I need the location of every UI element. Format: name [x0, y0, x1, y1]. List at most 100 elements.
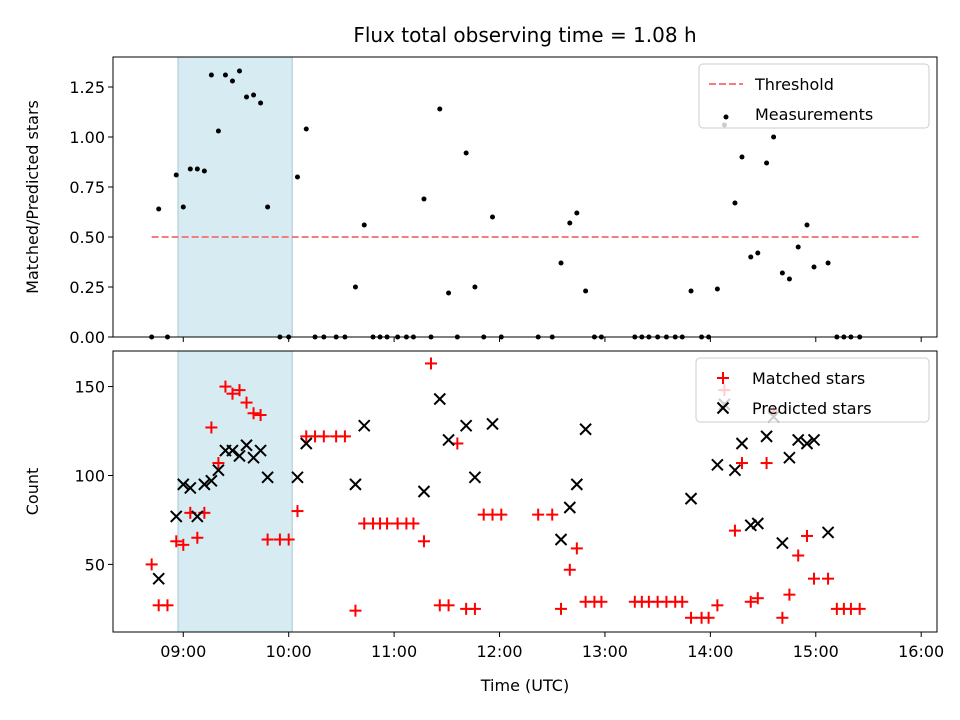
measurement-point — [764, 160, 770, 166]
measurement-point — [811, 264, 817, 270]
matched-stars-point — [233, 384, 246, 397]
legend-label: Matched stars — [752, 369, 865, 388]
measurement-point — [208, 72, 214, 78]
x-ticks-ratio — [182, 337, 922, 342]
matched-stars-point — [532, 508, 545, 521]
predicted-stars-point — [254, 444, 267, 457]
matched-stars-point — [407, 517, 420, 530]
x-tick-label: 16:00 — [898, 642, 944, 661]
matched-stars-point — [417, 535, 430, 548]
y-tick-label: 1.00 — [69, 128, 105, 147]
predicted-stars-point — [821, 526, 835, 539]
x-tick-label: 13:00 — [582, 642, 628, 661]
matched-stars-point — [282, 533, 295, 546]
matched-stars-point — [247, 407, 260, 420]
matched-stars-point — [205, 421, 218, 434]
matched-stars-point — [442, 599, 455, 612]
matched-stars-point — [425, 357, 438, 370]
predicted-stars-point — [170, 510, 183, 523]
matched-stars-point — [570, 542, 583, 555]
measurement-point — [804, 222, 810, 228]
matched-stars-point — [808, 572, 821, 585]
measurement-point — [236, 68, 242, 74]
matched-stars-point — [240, 396, 253, 409]
y-axis-label-count: Count — [23, 468, 42, 516]
predicted-stars-point — [570, 478, 584, 491]
matched-stars-point — [676, 595, 689, 608]
matched-stars-point — [145, 558, 158, 571]
x-tick-label: 14:00 — [687, 642, 733, 661]
y-tick-label: 50 — [85, 555, 105, 574]
matched-stars-point — [317, 430, 330, 443]
predicted-stars-point — [684, 492, 698, 505]
legend-predicted-swatch — [716, 401, 730, 415]
measurement-point — [258, 100, 264, 106]
measurement-point — [732, 200, 738, 206]
marks-ratio — [149, 68, 922, 340]
x-ticks-count: 09:00 10:00 11:00 12:00 13:00 14:00 15:00 16:00 — [160, 632, 944, 661]
matched-stars-point — [468, 602, 481, 615]
predicted-stars-point — [486, 417, 499, 431]
predicted-stars-point — [459, 419, 473, 432]
predicted-stars-point — [198, 478, 211, 491]
measurement-point — [688, 288, 694, 294]
matched-stars-point — [495, 508, 508, 521]
predicted-stars-point — [751, 517, 765, 530]
y-tick-label: 0.25 — [69, 278, 105, 297]
predicted-stars-point — [152, 572, 165, 585]
x-tick-label: 11:00 — [371, 642, 417, 661]
measurement-point — [229, 78, 235, 84]
y-axis-label-ratio: Matched/Predicted stars — [23, 100, 42, 294]
matched-stars-point — [261, 533, 274, 546]
measurement-point — [156, 206, 162, 212]
predicted-stars-point — [177, 478, 190, 491]
predicted-stars-point — [226, 444, 239, 457]
matched-stars-point — [792, 549, 805, 562]
y-tick-label: 100 — [74, 466, 105, 485]
measurement-point — [567, 220, 573, 226]
predicted-stars-point — [563, 501, 577, 514]
measurement-point — [361, 222, 367, 228]
measurement-point — [786, 276, 792, 282]
measurement-point — [771, 134, 777, 140]
legend-box — [695, 357, 930, 423]
x-tick-label: 10:00 — [266, 642, 312, 661]
predicted-stars-point — [776, 536, 789, 550]
measurement-point — [173, 172, 179, 178]
y-tick-label: 0.75 — [69, 178, 105, 197]
measurement-point — [294, 174, 300, 180]
matched-stars-point — [711, 599, 724, 612]
measurement-point — [489, 214, 495, 220]
measurement-point — [739, 154, 745, 160]
matched-stars-point — [212, 457, 225, 470]
matched-stars-point — [338, 430, 351, 443]
axes-frame-count — [112, 350, 938, 633]
matched-stars-point — [563, 563, 576, 576]
measurement-point — [446, 290, 452, 296]
measurement-point — [472, 284, 478, 290]
predicted-stars-point — [442, 433, 455, 447]
panel-ratio: Flux total observing time = 1.08 h 0.000… — [23, 23, 938, 347]
matched-stars-point — [177, 538, 190, 551]
predicted-stars-point — [554, 533, 568, 546]
measurement-point — [779, 270, 785, 276]
matched-stars-point — [546, 508, 559, 521]
predicted-stars-point — [711, 458, 724, 472]
measurement-point — [463, 150, 469, 156]
predicted-stars-point — [735, 437, 749, 450]
measurement-point — [795, 244, 801, 250]
predicted-stars-point — [291, 471, 304, 484]
predicted-stars-point — [744, 519, 757, 532]
matched-stars-point — [735, 457, 748, 470]
y-ticks-count: 50 100 150 — [74, 378, 113, 574]
matched-stars-point — [783, 588, 796, 601]
highlight-span — [177, 56, 293, 338]
predicted-stars-point — [184, 481, 197, 495]
legend-label: Threshold — [754, 75, 834, 94]
matched-stars-point — [595, 595, 608, 608]
matched-stars-point — [161, 599, 174, 612]
measurement-point — [437, 106, 443, 112]
matched-stars-point — [291, 505, 304, 518]
matched-stars-point — [744, 595, 757, 608]
